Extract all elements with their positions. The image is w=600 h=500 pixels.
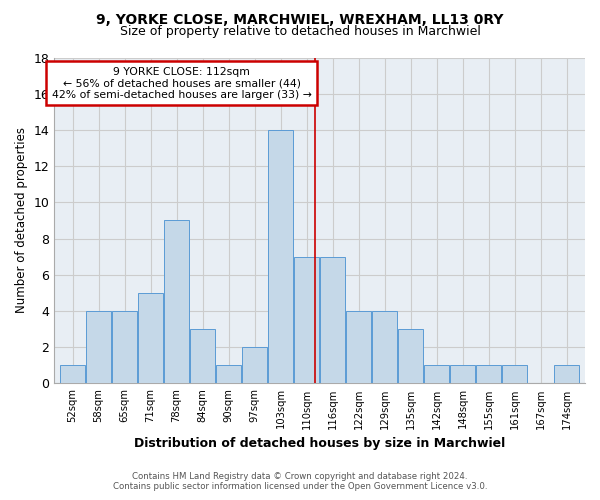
Bar <box>86 311 111 384</box>
Bar <box>554 366 580 384</box>
Bar <box>138 293 163 384</box>
Bar <box>216 366 241 384</box>
Text: 9 YORKE CLOSE: 112sqm
← 56% of detached houses are smaller (44)
42% of semi-deta: 9 YORKE CLOSE: 112sqm ← 56% of detached … <box>52 66 312 100</box>
Bar <box>320 256 345 384</box>
Bar <box>294 256 319 384</box>
Bar <box>112 311 137 384</box>
Bar <box>242 347 267 384</box>
Bar <box>450 366 475 384</box>
Bar <box>372 311 397 384</box>
Bar <box>476 366 502 384</box>
Bar <box>190 329 215 384</box>
Bar <box>164 220 189 384</box>
Bar <box>346 311 371 384</box>
Y-axis label: Number of detached properties: Number of detached properties <box>15 128 28 314</box>
Bar <box>268 130 293 384</box>
Text: 9, YORKE CLOSE, MARCHWIEL, WREXHAM, LL13 0RY: 9, YORKE CLOSE, MARCHWIEL, WREXHAM, LL13… <box>96 12 504 26</box>
X-axis label: Distribution of detached houses by size in Marchwiel: Distribution of detached houses by size … <box>134 437 505 450</box>
Text: Contains HM Land Registry data © Crown copyright and database right 2024.
Contai: Contains HM Land Registry data © Crown c… <box>113 472 487 491</box>
Bar <box>424 366 449 384</box>
Text: Size of property relative to detached houses in Marchwiel: Size of property relative to detached ho… <box>119 25 481 38</box>
Bar <box>398 329 424 384</box>
Bar <box>502 366 527 384</box>
Bar <box>60 366 85 384</box>
